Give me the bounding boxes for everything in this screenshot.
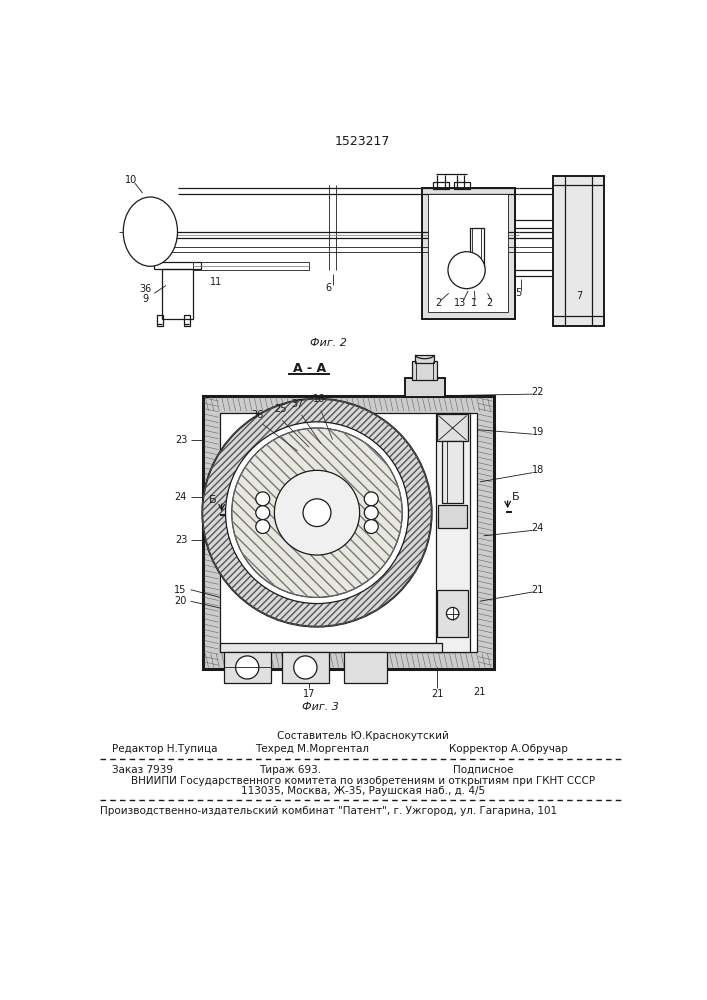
Text: 21: 21 — [532, 585, 544, 595]
Text: 24: 24 — [532, 523, 544, 533]
Circle shape — [274, 470, 360, 555]
Circle shape — [446, 607, 459, 620]
Text: Техред М.Моргентал: Техред М.Моргентал — [255, 744, 369, 754]
Circle shape — [226, 422, 409, 604]
Text: 15: 15 — [175, 585, 187, 595]
Bar — [470, 228, 484, 274]
Circle shape — [232, 428, 402, 597]
Text: Заказ 7939: Заказ 7939 — [112, 765, 173, 775]
Bar — [203, 396, 493, 669]
Text: Тираж 693.: Тираж 693. — [259, 765, 321, 775]
Text: 113035, Москва, Ж-35, Раушская наб., д. 4/5: 113035, Москва, Ж-35, Раушская наб., д. … — [240, 786, 485, 796]
Bar — [421, 188, 515, 319]
Text: 24: 24 — [175, 492, 187, 502]
Bar — [154, 262, 201, 269]
Bar — [193, 262, 309, 270]
Bar — [162, 269, 193, 319]
Bar — [442, 441, 464, 503]
Bar — [156, 315, 163, 326]
Bar — [436, 413, 470, 652]
Text: Составитель Ю.Краснокутский: Составитель Ю.Краснокутский — [276, 731, 449, 741]
Text: 19: 19 — [532, 427, 544, 437]
Circle shape — [293, 656, 317, 679]
Text: Б: Б — [512, 492, 519, 502]
Bar — [220, 643, 442, 652]
Bar — [224, 652, 271, 683]
Text: Подписное: Подписное — [452, 765, 513, 775]
Text: 36: 36 — [139, 284, 151, 294]
Bar — [554, 176, 604, 326]
Bar — [344, 652, 387, 683]
Text: А - А: А - А — [293, 362, 326, 375]
Bar — [416, 355, 434, 363]
Text: Фиг. 2: Фиг. 2 — [310, 338, 347, 348]
Bar — [184, 315, 190, 326]
Text: 1523217: 1523217 — [335, 135, 390, 148]
Circle shape — [235, 656, 259, 679]
Circle shape — [364, 492, 378, 506]
Text: Производственно-издательский комбинат "Патент", г. Ужгород, ул. Гагарина, 101: Производственно-издательский комбинат "П… — [100, 806, 557, 816]
Text: 9: 9 — [142, 294, 148, 304]
Bar — [437, 590, 468, 637]
Circle shape — [364, 506, 378, 520]
Text: 22: 22 — [532, 387, 544, 397]
Ellipse shape — [123, 197, 177, 266]
Text: 18: 18 — [532, 465, 544, 475]
Bar — [438, 505, 467, 528]
Text: 20: 20 — [175, 596, 187, 606]
Text: 21: 21 — [474, 687, 486, 697]
Bar — [454, 182, 469, 189]
Bar — [220, 413, 477, 652]
Bar — [428, 194, 508, 312]
Bar — [404, 378, 445, 397]
Text: 13: 13 — [455, 298, 467, 308]
Text: 5: 5 — [515, 288, 522, 298]
Text: 7: 7 — [577, 291, 583, 301]
Text: 23: 23 — [175, 535, 187, 545]
Text: 10: 10 — [125, 175, 137, 185]
Bar — [412, 361, 437, 380]
Text: Корректор А.Обручар: Корректор А.Обручар — [449, 744, 568, 754]
Text: Фиг. 3: Фиг. 3 — [303, 702, 339, 712]
Text: 16: 16 — [313, 394, 325, 404]
Text: Редактор Н.Тупица: Редактор Н.Тупица — [112, 744, 217, 754]
Bar — [282, 652, 329, 683]
Text: 2: 2 — [486, 298, 493, 308]
Circle shape — [256, 492, 270, 506]
Text: 1: 1 — [470, 298, 477, 308]
Text: 2: 2 — [435, 298, 441, 308]
Circle shape — [364, 520, 378, 533]
Text: 25: 25 — [274, 404, 287, 414]
Text: ВНИИПИ Государственного комитета по изобретениям и открытиям при ГКНТ СССР: ВНИИПИ Государственного комитета по изоб… — [131, 776, 595, 786]
Text: 11: 11 — [210, 277, 223, 287]
Bar — [433, 182, 449, 189]
Bar — [421, 188, 515, 319]
Circle shape — [256, 506, 270, 520]
Circle shape — [202, 399, 432, 627]
Text: 17: 17 — [303, 689, 315, 699]
Text: 36: 36 — [251, 410, 264, 420]
Circle shape — [448, 252, 485, 289]
Circle shape — [256, 520, 270, 533]
Text: 6: 6 — [325, 283, 332, 293]
Circle shape — [303, 499, 331, 527]
Bar — [437, 414, 468, 441]
Text: Б: Б — [209, 495, 217, 505]
Text: 37: 37 — [291, 399, 304, 409]
Text: 23: 23 — [175, 435, 187, 445]
Text: 21: 21 — [431, 689, 443, 699]
